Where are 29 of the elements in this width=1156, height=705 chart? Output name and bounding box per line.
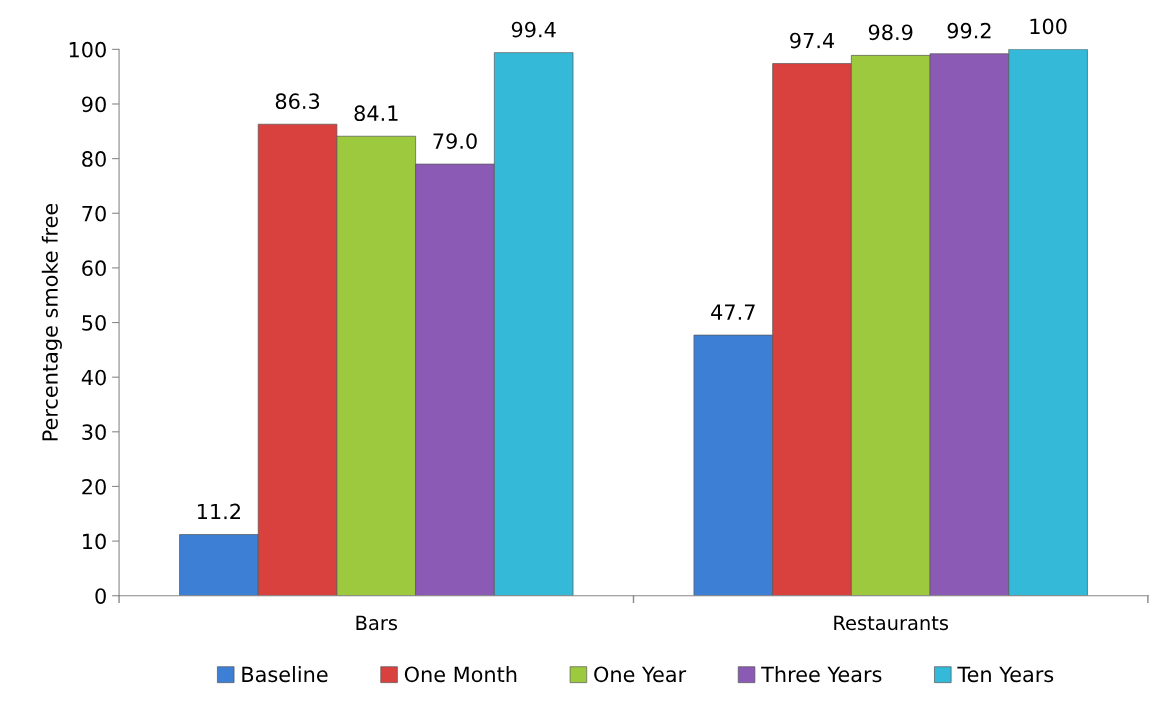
y-tick-label: 70 (82, 205, 106, 222)
data-label: 84.1 (354, 105, 398, 122)
data-label: 99.4 (511, 21, 556, 38)
y-tick-label: 80 (82, 151, 106, 167)
data-label: 47.7 (711, 304, 755, 320)
y-tick-label: 10 (83, 533, 106, 550)
legend-label: Baseline (242, 666, 328, 683)
y-tick-label: 60 (82, 260, 106, 277)
data-label: 98.9 (868, 24, 913, 41)
y-tick-label: 90 (82, 96, 106, 113)
y-tick-label: 40 (81, 369, 106, 386)
legend-label: Ten Years (957, 666, 1054, 683)
legend-label: Three Years (761, 666, 882, 683)
legend-label: One Year (594, 666, 687, 683)
data-label: 79.0 (433, 133, 477, 149)
y-axis-title: Percentage smoke free (41, 203, 62, 441)
data-label: 97.4 (790, 32, 835, 49)
y-tick-label: 50 (82, 314, 106, 331)
y-tick-label: 100 (69, 41, 106, 58)
x-tick-label: Bars (356, 615, 398, 631)
data-label: 100 (1030, 18, 1067, 35)
data-label: 86.3 (275, 93, 320, 110)
data-label: 99.2 (947, 22, 991, 39)
x-tick-label: Restaurants (834, 615, 949, 631)
y-tick-label: 30 (82, 424, 106, 441)
y-tick-label: 0 (95, 588, 106, 604)
y-tick-label: 20 (82, 478, 106, 495)
data-label: 11.2 (197, 503, 240, 520)
legend-label: One Month (404, 666, 517, 683)
